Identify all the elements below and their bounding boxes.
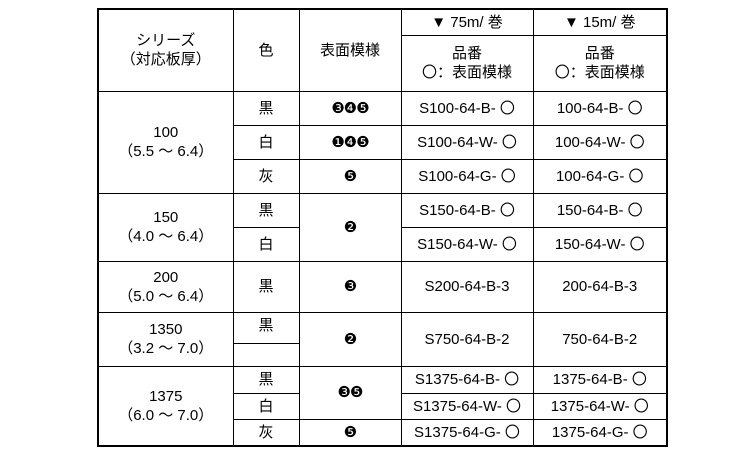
- table-row: 1375 （6.0 ～ 7.0） 黒 ❸❺ S1375-64-B- 〇 1375-…: [97, 365, 668, 447]
- header-thickness-label: （対応板厚）: [120, 51, 211, 69]
- part-note-label: 〇：表面模様: [554, 64, 645, 81]
- series-number: 1350: [149, 321, 183, 338]
- header-roll-15: ▼ 15m/ 巻: [532, 8, 668, 36]
- series-number: 200: [153, 268, 179, 286]
- series-range: （6.0 ～ 7.0）: [118, 406, 214, 424]
- color-cell: [232, 342, 300, 367]
- header-color: 色: [232, 8, 300, 92]
- color-cell: 白: [232, 392, 300, 420]
- table-row: 100 （5.5 ～ 6.4） 黒 ❸❹❺ S100-64-B- 〇 100-64…: [97, 90, 668, 194]
- part-15-cell: 100-64-W- 〇: [532, 124, 668, 160]
- series-range: （5.5 ～ 6.4）: [118, 143, 214, 160]
- pattern-cell: ❸❹❺: [298, 90, 402, 126]
- series-cell: 100 （5.5 ～ 6.4）: [97, 90, 234, 194]
- part-75-cell: S100-64-B- 〇: [400, 90, 534, 126]
- pattern-cell: ❷: [298, 311, 402, 367]
- table-row: 白 ❶❹❺ S100-64-W- 〇 100-64-W- 〇: [98, 124, 668, 160]
- part-75-cell: S100-64-W- 〇: [400, 124, 534, 160]
- color-cell: 白: [232, 226, 300, 262]
- series-range: （5.0 ～ 6.4）: [118, 287, 214, 305]
- table-row: 灰 ❺ S100-64-G- 〇 100-64-G- 〇: [98, 158, 668, 194]
- part-75-cell: S750-64-B-2: [400, 311, 534, 367]
- table-row: 白 S150-64-W- 〇 150-64-W- 〇: [98, 226, 668, 262]
- color-cell: 灰: [232, 418, 300, 447]
- part-15-cell: 1375-64-B- 〇: [532, 365, 668, 394]
- pattern-cell: ❸❺: [298, 365, 402, 420]
- color-cell: 白: [232, 124, 300, 160]
- part-15-cell: 200-64-B-3: [532, 260, 668, 313]
- table-row: 灰 ❺ S1375-64-G- 〇 1375-64-G- 〇: [98, 418, 668, 447]
- part-15-cell: 100-64-B- 〇: [532, 90, 668, 126]
- color-cell: 黒: [232, 90, 300, 126]
- pattern-cell: ❺: [298, 418, 402, 447]
- part-no-label: 品番: [584, 45, 615, 62]
- part-75-cell: S150-64-B- 〇: [400, 192, 534, 228]
- part-75-cell: S1375-64-B- 〇: [400, 365, 534, 394]
- series-number: 100: [153, 124, 179, 141]
- part-15-cell: 1375-64-G- 〇: [532, 418, 668, 447]
- part-75-cell: S150-64-W- 〇: [400, 226, 534, 262]
- table-row: 1350 （3.2 ～ 7.0） 黒 ❷ S750-64-B-2 750-64-B…: [97, 311, 668, 367]
- part-15-cell: 750-64-B-2: [532, 311, 668, 367]
- header-part-75: 品番〇：表面模様: [400, 34, 534, 92]
- pattern-cell: ❷: [298, 192, 402, 262]
- color-cell: 灰: [232, 158, 300, 194]
- series-range: （4.0 ～ 6.4）: [118, 228, 214, 245]
- series-cell: 200 （5.0 ～ 6.4）: [97, 260, 234, 313]
- series-cell: 1350 （3.2 ～ 7.0）: [97, 311, 234, 367]
- header-roll-75: ▼ 75m/ 巻: [400, 8, 534, 36]
- pattern-cell: ❺: [298, 158, 402, 194]
- part-75-cell: S1375-64-G- 〇: [400, 418, 534, 447]
- pattern-cell: ❶❹❺: [298, 124, 402, 160]
- header-series: シリーズ （対応板厚）: [97, 8, 234, 92]
- part-no-label: 品番: [451, 45, 482, 62]
- part-15-cell: 1375-64-W- 〇: [532, 392, 668, 420]
- header-series-label: シリーズ: [136, 32, 196, 50]
- color-cell: 黒: [232, 311, 300, 344]
- header-part-15: 品番〇：表面模様: [532, 34, 668, 92]
- color-cell: 黒: [232, 365, 300, 394]
- part-75-cell: S200-64-B-3: [400, 260, 534, 313]
- table-row: 白 S1375-64-W- 〇 1375-64-W- 〇: [98, 392, 668, 420]
- part-15-cell: 150-64-B- 〇: [532, 192, 668, 228]
- table-row: 200 （5.0 ～ 6.4） 黒 ❸ S200-64-B-3 200-64-B-…: [97, 260, 668, 313]
- part-15-cell: 150-64-W- 〇: [532, 226, 668, 262]
- series-number: 150: [153, 209, 179, 226]
- header-pattern: 表面模様: [298, 8, 402, 92]
- part-15-cell: 100-64-G- 〇: [532, 158, 668, 194]
- series-number: 1375: [149, 387, 183, 405]
- series-range: （3.2 ～ 7.0）: [118, 340, 214, 357]
- series-cell: 1375 （6.0 ～ 7.0）: [97, 365, 234, 447]
- part-note-label: 〇：表面模様: [421, 64, 512, 81]
- table-row: 150 （4.0 ～ 6.4） 黒 ❷ S150-64-B- 〇 150-64-B…: [97, 192, 668, 262]
- part-75-cell: S100-64-G- 〇: [400, 158, 534, 194]
- pattern-cell: ❸: [298, 260, 402, 313]
- product-table: シリーズ （対応板厚） 色 表面模様 ▼ 75m/ 巻 ▼ 15m/ 巻 品番〇：…: [97, 8, 668, 447]
- color-cell: 黒: [232, 260, 300, 313]
- part-75-cell: S1375-64-W- 〇: [400, 392, 534, 420]
- series-cell: 150 （4.0 ～ 6.4）: [97, 192, 234, 262]
- color-cell: 黒: [232, 192, 300, 228]
